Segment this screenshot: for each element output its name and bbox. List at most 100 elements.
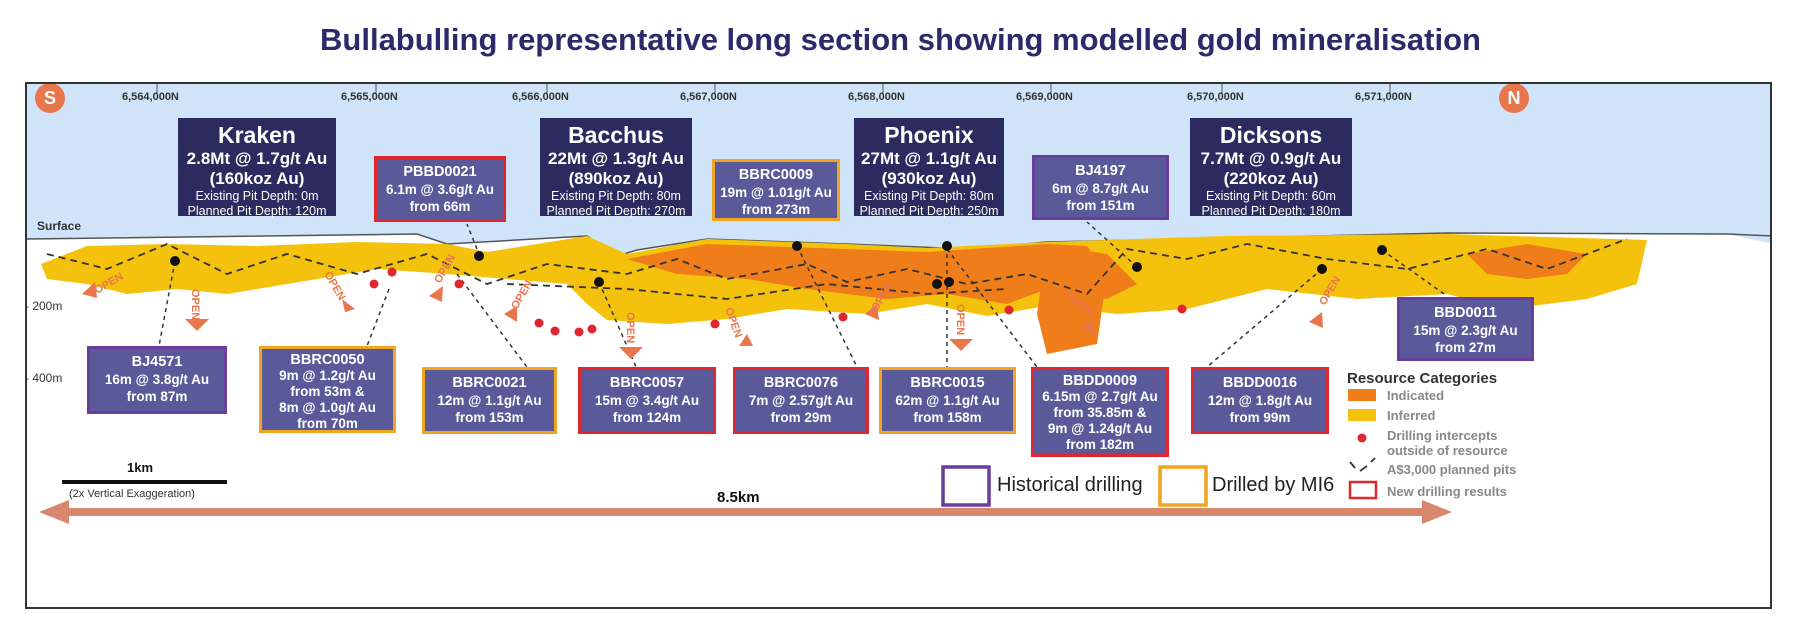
drill-hole-depth: from 35.85m & [1053,405,1147,420]
legend-intercepts-line2: outside of resource [1387,443,1508,458]
drill-hole-box: BBRC0009 19m @ 1.01g/t Au from 273m [712,159,840,221]
pit-existing-depth: Existing Pit Depth: 80m [551,189,681,203]
drill-hole-depth: from 27m [1435,340,1496,355]
pit-resource: 7.7Mt @ 0.9g/t Au [1200,149,1342,168]
northing-label: 6,564,000N [122,91,179,103]
drill-hole-depth: from 29m [770,410,832,425]
northing-label: 6,571,000N [1355,91,1412,103]
drill-hole-id: BJ4197 [1075,163,1126,179]
long-section-figure: OPEN OPEN OPEN OPEN OPEN OPEN OPEN OPEN … [25,82,1772,609]
drill-hole-box: BBRC0057 15m @ 3.4g/t Au from 124m [578,367,716,434]
drill-hole-id: BBDD0009 [1062,373,1138,389]
open-label: OPEN [624,312,636,343]
drill-hole-id: BBRC0021 [452,375,527,391]
pit-box-kraken: Kraken 2.8Mt @ 1.7g/t Au (160koz Au) Exi… [178,118,336,218]
drill-hole-id: PBBD0021 [403,164,477,180]
northing-label: 6,565,000N [341,91,398,103]
legend-inferred-label: Inferred [1387,408,1436,423]
legend-intercepts-line1: Drilling intercepts [1387,428,1498,443]
drill-hole-intercept: 9m @ 1.2g/t Au [279,368,376,383]
pit-planned-depth: Planned Pit Depth: 180m [1201,204,1341,218]
pit-box-dicksons: Dicksons 7.7Mt @ 0.9g/t Au (220koz Au) E… [1190,118,1352,218]
intercept-points [170,241,1387,289]
drill-hole-depth: from 53m & [290,384,365,399]
legend-indicated-label: Indicated [1387,388,1445,403]
pit-planned-depth: Planned Pit Depth: 250m [859,204,999,218]
page-title: Bullabulling representative long section… [320,22,1481,57]
key-historical-label: Historical drilling [997,474,1143,496]
drill-hole-intercept: 6.15m @ 2.7g/t Au [1042,389,1158,404]
outside-resource-points [369,267,1187,337]
legend-swatch-pits [1349,457,1376,472]
northing-ticks [156,84,1391,94]
drill-hole-intercept: 9m @ 1.24g/t Au [1047,421,1153,436]
drill-hole-id: BJ4571 [131,354,183,370]
planned-pits-line-lower [506,283,1008,300]
depth-label-200: - 200m [25,299,63,313]
drill-hole-depth: from 182m [1065,437,1135,452]
pit-resource: 2.8Mt @ 1.7g/t Au [186,149,328,168]
pit-ounces: (160koz Au) [209,169,305,188]
drill-hole-intercept: 15m @ 3.4g/t Au [594,393,700,408]
scale-note: (2x Vertical Exaggeration) [69,488,195,500]
northing-label: 6,570,000N [1187,91,1244,103]
drill-hole-depth: from 158m [913,410,982,425]
south-compass-icon: S [35,84,65,113]
extent-label: 8.5km [717,489,760,506]
drill-hole-depth: from 124m [612,410,682,425]
drill-hole-intercept: 7m @ 2.57g/t Au [748,393,854,408]
legend-new-label: New drilling results [1387,484,1507,499]
drill-hole-box: BBDD0016 12m @ 1.8g/t Au from 99m [1191,367,1329,434]
pit-resource: 27Mt @ 1.1g/t Au [861,149,997,168]
pit-ounces: (930koz Au) [881,169,977,188]
open-label: OPEN [954,304,966,335]
drill-hole-depth: from 66m [409,199,471,214]
scale-label: 1km [127,460,154,475]
drill-hole-intercept: 12m @ 1.8g/t Au [1207,393,1313,408]
drill-hole-id: BBDD0016 [1222,375,1298,391]
legend-swatch-intercepts [1357,433,1367,443]
drill-hole-depth: from 273m [741,202,811,217]
drill-hole-intercept: 62m @ 1.1g/t Au [895,393,1000,408]
open-label: OPEN [189,289,201,320]
northing-label: 6,566,000N [512,91,569,103]
drill-hole-intercept: 15m @ 2.3g/t Au [1413,323,1518,338]
drill-hole-depth: from 99m [1229,410,1291,425]
extent-arrow [39,500,1452,524]
drill-hole-intercept: 8m @ 1.0g/t Au [279,400,376,415]
drill-hole-intercept: 6m @ 8.7g/t Au [1052,181,1149,196]
pit-planned-depth: Planned Pit Depth: 270m [546,204,686,218]
pit-name: Bacchus [568,122,664,148]
pit-planned-depth: Planned Pit Depth: 120m [187,204,327,218]
legend-intercepts-label: Drilling intercepts outside of resource [1387,428,1508,458]
planned-pits-line [46,238,1628,296]
legend-title: Resource Categories [1347,370,1498,387]
legend-swatch-inferred [1348,409,1376,421]
drill-hole-intercept: 19m @ 1.01g/t Au [720,185,832,200]
northing-label: 6,567,000N [680,91,737,103]
drill-hole-id: BBRC0050 [290,352,365,368]
drill-hole-id: BBRC0057 [609,375,685,391]
key-mi6-label: Drilled by MI6 [1212,474,1335,496]
northing-label: 6,569,000N [1016,91,1073,103]
north-compass-icon: N [1499,84,1529,113]
drill-hole-id: BBD0011 [1434,305,1497,321]
scale-bar [62,480,227,484]
drill-hole-depth: from 70m [297,416,358,431]
drill-hole-id: BBRC0015 [910,375,985,391]
key-mi6-swatch [1158,465,1208,507]
drill-hole-box: BBRC0015 62m @ 1.1g/t Au from 158m [879,367,1016,434]
drill-hole-box: BBRC0021 12m @ 1.1g/t Au from 153m [422,367,557,434]
pit-existing-depth: Existing Pit Depth: 0m [195,189,319,203]
pit-existing-depth: Existing Pit Depth: 60m [1206,189,1336,203]
northing-label: 6,568,000N [848,91,905,103]
pit-existing-depth: Existing Pit Depth: 80m [864,189,994,203]
pit-ounces: (220koz Au) [1223,169,1319,188]
depth-label-400: - 400m [25,371,63,385]
pit-name: Dicksons [1219,122,1323,148]
drill-hole-intercept: 6.1m @ 3.6g/t Au [386,182,494,197]
drill-hole-id: BBRC0009 [738,167,814,183]
key-historical-swatch [941,465,991,507]
drill-hole-depth: from 151m [1066,198,1135,213]
legend-swatch-new [1348,480,1378,500]
